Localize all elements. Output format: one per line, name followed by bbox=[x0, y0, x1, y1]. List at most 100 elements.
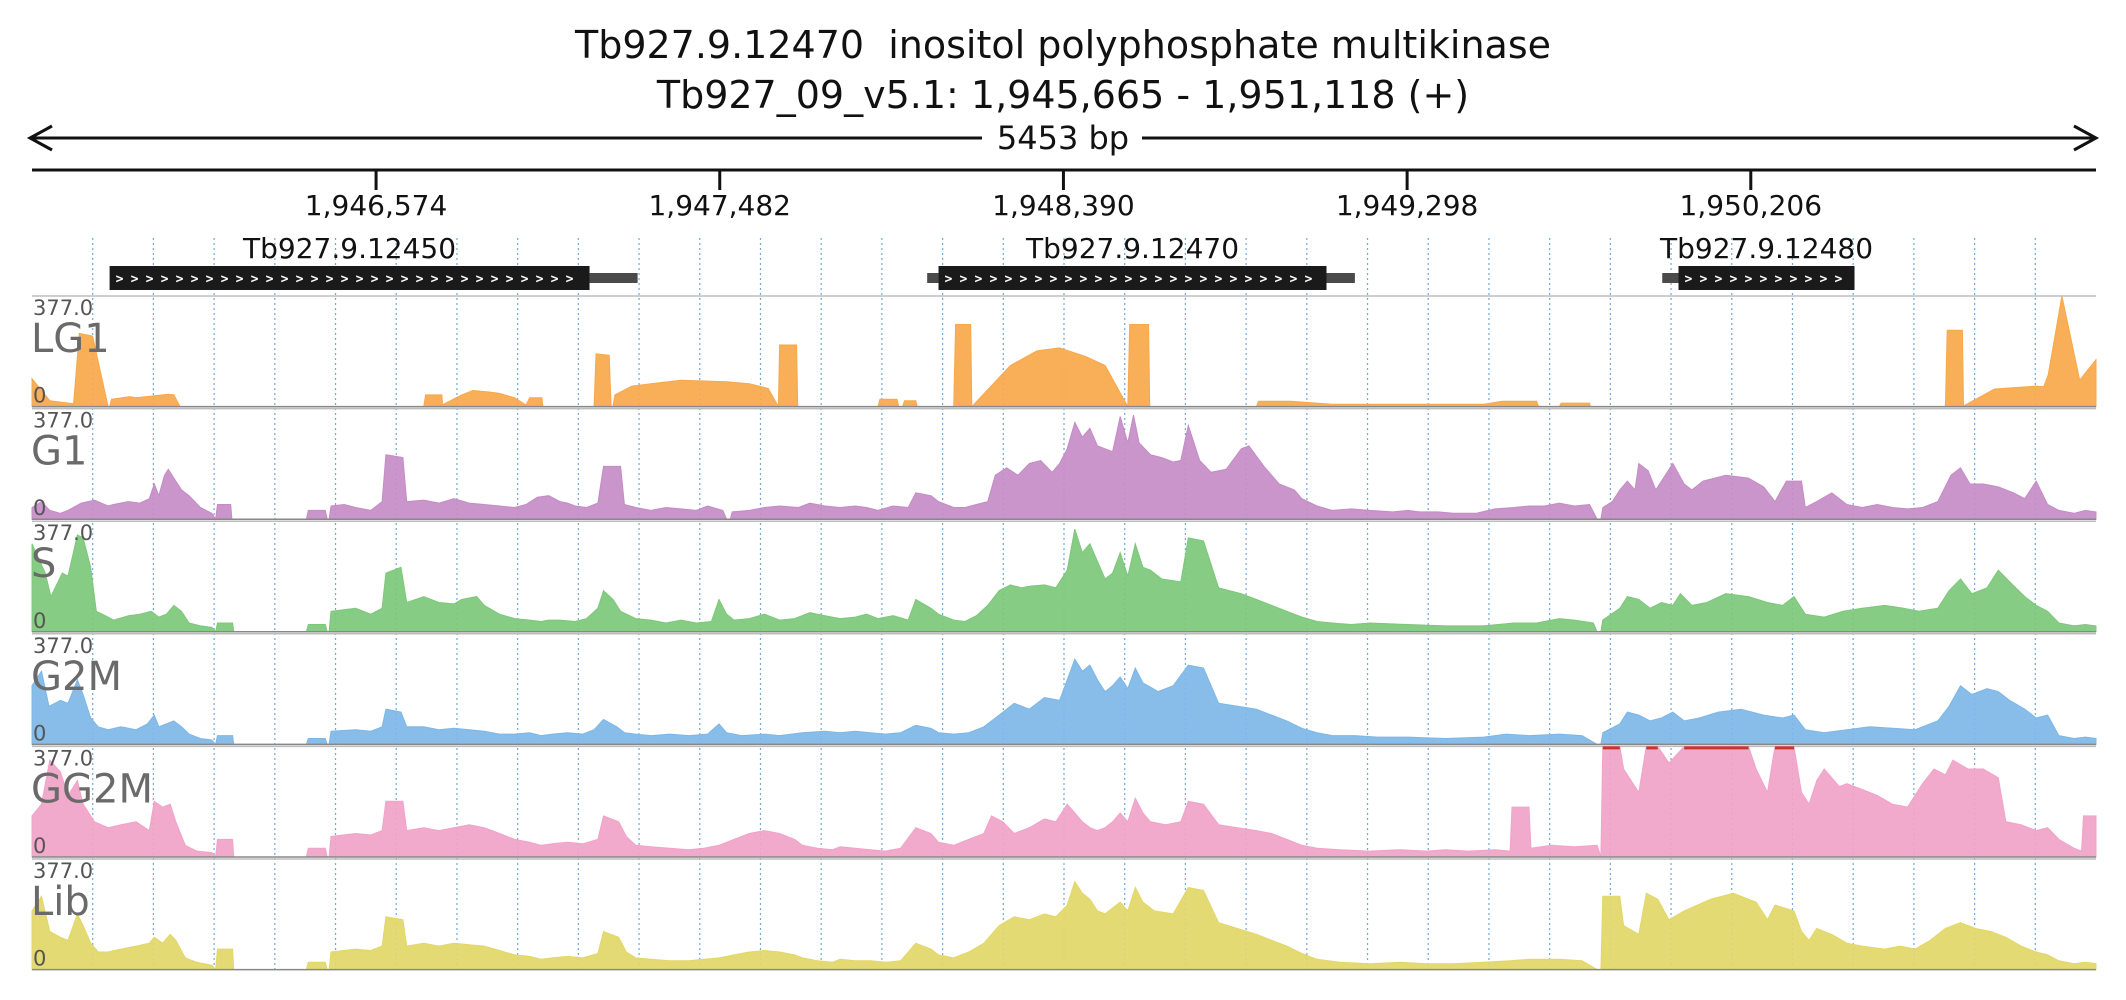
strand-arrow-icon: > bbox=[1230, 272, 1238, 287]
strand-arrow-icon: > bbox=[1730, 272, 1738, 287]
track-zero-label: 0 bbox=[33, 721, 46, 745]
strand-arrow-icon: > bbox=[191, 272, 199, 287]
coverage-area bbox=[31, 880, 2097, 971]
gene-annotations: Tb927.9.12450 > > > > > > > > > > > > > > > > > > > > > > > > > > >… bbox=[109, 232, 1873, 290]
strand-arrow-icon: > bbox=[1170, 272, 1178, 287]
track-zero-label: 0 bbox=[33, 496, 46, 520]
gene-label: Tb927.9.12470 bbox=[1025, 232, 1239, 265]
strand-arrow-icon: > bbox=[1155, 272, 1163, 287]
strand-arrow-icon: > bbox=[356, 272, 364, 287]
track-g1: 377.0 0 G1 bbox=[31, 407, 2097, 521]
track-g2m: 377.0 0 G2M bbox=[31, 633, 2097, 746]
strand-arrow-icon: > bbox=[1790, 272, 1798, 287]
coverage-tracks: 377.00LG1377.00G1377.00S377.00G2M377.00G… bbox=[31, 295, 2097, 971]
coverage-area bbox=[31, 658, 2097, 746]
span-label: 5453 bp bbox=[997, 119, 1129, 157]
strand-arrow-icon: > bbox=[506, 272, 514, 287]
strand-arrow-icon: > bbox=[1275, 272, 1283, 287]
gene-label: Tb927.9.12450 bbox=[242, 232, 456, 265]
strand-arrow-icon: > bbox=[1260, 272, 1268, 287]
strand-arrow-icon: > bbox=[416, 272, 424, 287]
strand-arrow-icon: > bbox=[371, 272, 379, 287]
strand-arrow-icon: > bbox=[341, 272, 349, 287]
strand-arrow-icon: > bbox=[1805, 272, 1813, 287]
tick-label: 1,949,298 bbox=[1336, 189, 1479, 222]
strand-arrow-icon: > bbox=[1685, 272, 1693, 287]
track-max-label: 377.0 bbox=[33, 296, 93, 320]
track-lg1: 377.0 0 LG1 bbox=[31, 295, 2097, 409]
strand-arrow-icon: > bbox=[491, 272, 499, 287]
strand-arrow-icon: > bbox=[1125, 272, 1133, 287]
coverage-area bbox=[31, 414, 2097, 521]
strand-arrow-icon: > bbox=[1290, 272, 1298, 287]
strand-arrow-icon: > bbox=[1185, 272, 1193, 287]
strand-arrow-icon: > bbox=[446, 272, 454, 287]
strand-arrow-icon: > bbox=[1110, 272, 1118, 287]
strand-arrow-icon: > bbox=[1245, 272, 1253, 287]
strand-arrow-icon: > bbox=[1005, 272, 1013, 287]
strand-arrow-icon: > bbox=[1140, 272, 1148, 287]
track-max-label: 377.0 bbox=[33, 409, 93, 433]
coverage-area bbox=[31, 295, 2097, 409]
strand-arrow-icon: > bbox=[945, 272, 953, 287]
strand-arrow-icon: > bbox=[566, 272, 574, 287]
track-zero-label: 0 bbox=[33, 384, 46, 408]
strand-arrow-icon: > bbox=[1775, 272, 1783, 287]
track-zero-label: 0 bbox=[33, 609, 46, 633]
tick-label: 1,948,390 bbox=[992, 189, 1135, 222]
tick-label: 1,947,482 bbox=[648, 189, 791, 222]
gene-utr5 bbox=[1662, 273, 1679, 283]
strand-arrow-icon: > bbox=[990, 272, 998, 287]
strand-arrow-icon: > bbox=[266, 272, 274, 287]
strand-arrow-icon: > bbox=[1760, 272, 1768, 287]
gene-cds bbox=[1678, 266, 1855, 290]
strand-arrow-icon: > bbox=[1020, 272, 1028, 287]
track-gg2m: 377.0 0 GG2M bbox=[31, 745, 2097, 859]
gene-cds bbox=[938, 266, 1327, 290]
track-label: GG2M bbox=[31, 766, 153, 812]
track-label: LG1 bbox=[31, 316, 110, 362]
track-label: G1 bbox=[31, 429, 87, 475]
strand-arrow-icon: > bbox=[431, 272, 439, 287]
strand-arrow-icon: > bbox=[296, 272, 304, 287]
strand-arrow-icon: > bbox=[326, 272, 334, 287]
strand-arrow-icon: > bbox=[236, 272, 244, 287]
span-arrow bbox=[26, 124, 2100, 152]
strand-arrow-icon: > bbox=[1305, 272, 1313, 287]
track-max-label: 377.0 bbox=[33, 521, 93, 545]
track-max-label: 377.0 bbox=[33, 859, 93, 883]
strand-arrow-icon: > bbox=[1050, 272, 1058, 287]
gene-cds bbox=[109, 266, 590, 290]
strand-arrow-icon: > bbox=[1715, 272, 1723, 287]
strand-arrow-icon: > bbox=[521, 272, 529, 287]
ruler-ticks: 1,946,574 1,947,482 1,948,390 1,949,298 1,95… bbox=[305, 170, 1822, 222]
tick-label: 1,950,206 bbox=[1680, 189, 1823, 222]
strand-arrow-icon: > bbox=[221, 272, 229, 287]
track-lib: 377.0 0 Lib bbox=[31, 858, 2097, 971]
strand-arrow-icon: > bbox=[1215, 272, 1223, 287]
track-label: G2M bbox=[31, 654, 122, 700]
track-zero-label: 0 bbox=[33, 834, 46, 858]
arrow-right-icon bbox=[2073, 124, 2100, 152]
coverage-area bbox=[31, 528, 2097, 633]
track-label: Lib bbox=[31, 879, 90, 925]
tick-label: 1,946,574 bbox=[305, 189, 448, 222]
gene-utr3 bbox=[589, 273, 638, 283]
strand-arrow-icon: > bbox=[281, 272, 289, 287]
strand-arrow-icon: > bbox=[1820, 272, 1828, 287]
strand-arrow-icon: > bbox=[1035, 272, 1043, 287]
strand-arrow-icon: > bbox=[551, 272, 559, 287]
gene-utr3 bbox=[1326, 273, 1355, 283]
strand-arrow-icon: > bbox=[1835, 272, 1843, 287]
track-max-label: 377.0 bbox=[33, 634, 93, 658]
strand-arrow-icon: > bbox=[536, 272, 544, 287]
strand-arrow-icon: > bbox=[131, 272, 139, 287]
strand-arrow-icon: > bbox=[176, 272, 184, 287]
gene-label: Tb927.9.12480 bbox=[1659, 232, 1873, 265]
track-s: 377.0 0 S bbox=[31, 520, 2097, 633]
chart-subtitle: Tb927_09_v5.1: 1,945,665 - 1,951,118 (+) bbox=[656, 73, 1469, 117]
strand-arrow-icon: > bbox=[1095, 272, 1103, 287]
strand-arrow-icon: > bbox=[386, 272, 394, 287]
coverage-area bbox=[31, 745, 2097, 859]
